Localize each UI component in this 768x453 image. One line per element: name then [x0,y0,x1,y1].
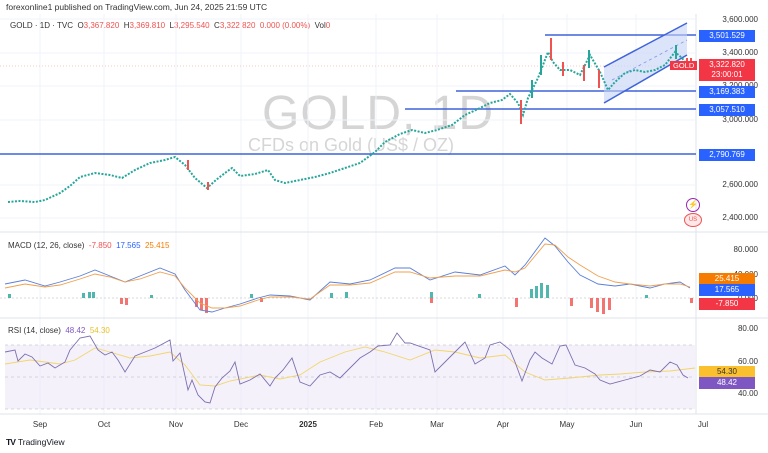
macd-legend: MACD (12, 26, close) -7.850 17.565 25.41… [8,241,170,250]
high-value: 3,369.810 [129,21,166,30]
price-tick: 3,200.000 [722,81,758,90]
macd-hist-tag: -7.850 [699,298,755,310]
symbol-label: GOLD · 1D · TVC [10,21,73,30]
rsi-tick: 80.00 [737,324,758,333]
current-price-tag: 3,322.820 [699,59,755,71]
tradingview-logo-icon: TV [6,437,16,447]
volume-value: 0 [325,21,331,30]
rsi-legend: RSI (14, close) 48.42 54.30 [8,326,110,335]
published-caption: forexonline1 published on TradingView.co… [6,2,268,12]
open-value: 3,367.820 [83,21,120,30]
countdown-tag: 23:00:01 [699,69,755,81]
rsi-ma-tag: 54.30 [699,366,755,378]
rsi-tag: 48.42 [699,377,755,389]
close-value: 3,322.820 [219,21,256,30]
macd-signal-tag: 25.415 [699,273,755,285]
price-tick: 2,600.000 [722,180,758,189]
rsi-value: 48.42 [65,326,86,335]
time-tick: Apr [496,420,510,429]
low-value: 3,295.540 [174,21,210,30]
time-tick: Nov [168,420,184,429]
macd-value: 17.565 [116,241,141,250]
time-tick: Dec [233,420,249,429]
time-tick: Feb [369,420,383,429]
macd-tag: 17.565 [699,284,755,296]
price-tick: 2,400.000 [722,213,758,222]
tradingview-brand[interactable]: TV TradingView [6,437,65,447]
watermark-title: GOLD, 1D [262,87,495,140]
macd-hist-value: -7.850 [88,241,112,250]
ohlc-legend: GOLD · 1D · TVC O3,367.820 H3,369.810 L3… [10,21,331,30]
watermark-subtitle: CFDs on Gold (US$ / OZ) [248,135,455,155]
level-tag: 3,057.510 [699,104,755,116]
time-tick: Mar [430,420,444,429]
macd-tick: 80.000 [733,245,758,254]
time-tick: Jul [697,420,709,429]
price-tick: 3,000.000 [722,115,758,124]
time-tick: Oct [97,420,111,429]
time-tick: 2025 [299,420,317,429]
symbol-tag: GOLD [670,61,698,70]
us-flag-icon[interactable]: US [684,213,702,227]
level-tag: 3,169.383 [699,86,755,98]
price-tick: 3,400.000 [722,48,758,57]
lightning-icon[interactable]: ⚡ [686,198,700,212]
time-tick: May [559,420,575,429]
price-tick: 3,600.000 [722,15,758,24]
time-tick: Jun [629,420,643,429]
rsi-tick: 40.00 [737,389,758,398]
level-tag: 3,501.529 [699,30,755,42]
rsi-ma-value: 54.30 [89,326,110,335]
change-value: 0.000 (0.00%) [259,21,311,30]
rsi-tick: 60.00 [737,357,758,366]
time-tick: Sep [32,420,48,429]
level-tag: 2,790.769 [699,149,755,161]
macd-signal-value: 25.415 [144,241,170,250]
